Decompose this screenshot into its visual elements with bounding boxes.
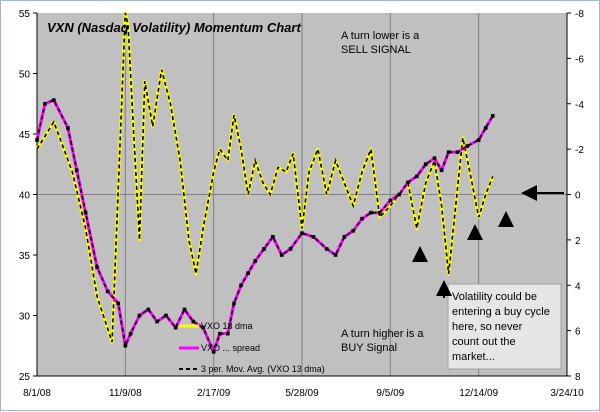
spread-point <box>146 307 151 312</box>
legend-label-2: VXO ... spread <box>201 343 260 353</box>
x-tick-label: 12/14/09 <box>459 388 498 399</box>
left-tick-label: 45 <box>19 130 31 141</box>
spread-point <box>83 210 88 215</box>
spread-point <box>155 319 159 324</box>
legend-label-1: VXO 13 dma <box>201 321 253 331</box>
spread-point <box>201 325 205 330</box>
left-tick-label: 35 <box>19 251 31 262</box>
spread-point <box>116 301 121 306</box>
x-tick-label: 9/5/09 <box>376 388 404 399</box>
spread-point <box>271 235 275 239</box>
left-tick-label: 40 <box>19 191 31 202</box>
spread-point <box>95 265 99 269</box>
spread-point <box>439 168 444 173</box>
spread-point <box>397 192 401 197</box>
right-tick-label: 0 <box>575 191 581 202</box>
left-tick-label: 50 <box>19 70 31 81</box>
note-line-3: here, so never <box>452 321 523 333</box>
spread-point <box>173 325 178 330</box>
buy-signal-line-1: A turn higher is a <box>341 328 424 340</box>
spread-point <box>137 313 142 318</box>
spread-point <box>74 168 79 173</box>
spread-point <box>351 229 356 233</box>
spread-point <box>218 331 222 336</box>
x-tick-label: 5/28/09 <box>285 388 319 399</box>
chart-title: VXN (Nasdaq Volatility) Momentum Chart <box>47 20 301 35</box>
spread-point <box>128 331 133 336</box>
spread-point <box>342 235 347 239</box>
right-tick-label: -2 <box>575 145 584 156</box>
spread-point <box>279 253 284 257</box>
spread-point <box>262 247 266 251</box>
left-tick-label: 30 <box>19 312 31 323</box>
spread-point <box>164 313 168 318</box>
legend: VXO 13 dma VXO ... spread 3 per. Mov. Av… <box>179 321 325 374</box>
spread-point <box>226 331 230 336</box>
left-tick-label: 55 <box>19 9 31 20</box>
spread-point <box>66 126 70 130</box>
spread-point <box>369 210 373 215</box>
right-tick-label: 6 <box>575 327 581 338</box>
sell-signal-line-1: A turn lower is a <box>341 30 420 42</box>
right-tick-label: -6 <box>575 54 584 65</box>
spread-point <box>300 231 304 236</box>
spread-point <box>288 247 293 251</box>
spread-point <box>388 198 393 203</box>
spread-point <box>211 350 216 354</box>
spread-point <box>446 150 451 154</box>
note-box <box>447 283 562 370</box>
x-tick-label: 2/17/09 <box>197 388 231 399</box>
right-tick-label: 4 <box>575 281 581 292</box>
note-line-2: entering a buy cycle <box>452 306 550 318</box>
left-tick-label: 25 <box>19 372 31 383</box>
spread-point <box>377 210 382 215</box>
momentum-series-dashed-overlay <box>36 12 494 343</box>
note-line-4: count out the <box>452 336 516 348</box>
spread-point <box>246 271 250 275</box>
spread-point <box>432 156 437 160</box>
spread-point <box>191 319 196 324</box>
legend-label-3: 3 per. Mov. Avg. (VXO 13 dma) <box>201 364 325 374</box>
buy-signal-line-2: BUY Signal <box>341 342 397 354</box>
spread-point <box>491 114 495 118</box>
spread-point <box>232 301 236 306</box>
spread-point <box>239 283 243 288</box>
spread-point <box>333 253 338 257</box>
note-line-5: market... <box>452 351 495 363</box>
spread-point <box>415 174 419 179</box>
x-tick-label: 11/9/08 <box>109 388 142 399</box>
sell-signal-line-2: SELL SIGNAL <box>341 44 411 56</box>
x-tick-label: 3/24/10 <box>550 388 584 399</box>
spread-point <box>465 144 469 148</box>
spread-point <box>51 98 56 102</box>
spread-point <box>423 162 428 167</box>
spread-series-dashed-overlay <box>36 99 494 355</box>
spread-point <box>360 216 364 221</box>
spread-point <box>324 247 329 251</box>
right-tick-label: 2 <box>575 236 581 247</box>
spread-point <box>483 126 488 130</box>
spread-point <box>43 101 47 106</box>
spread-point <box>182 307 187 312</box>
spread-point <box>406 180 410 185</box>
right-tick-label: 8 <box>575 372 581 383</box>
x-tick-label: 8/1/08 <box>23 388 51 399</box>
right-tick-label: -4 <box>575 100 584 111</box>
spread-point <box>253 259 257 263</box>
spread-point <box>105 289 110 294</box>
right-tick-label: -8 <box>575 9 584 20</box>
spread-point <box>35 138 39 142</box>
spread-point <box>123 343 128 348</box>
annotation-arrows <box>412 185 564 298</box>
note-line-1: Volatility could be <box>452 291 537 303</box>
spread-point <box>455 150 460 154</box>
spread-point <box>476 138 481 142</box>
spread-point <box>311 235 316 239</box>
